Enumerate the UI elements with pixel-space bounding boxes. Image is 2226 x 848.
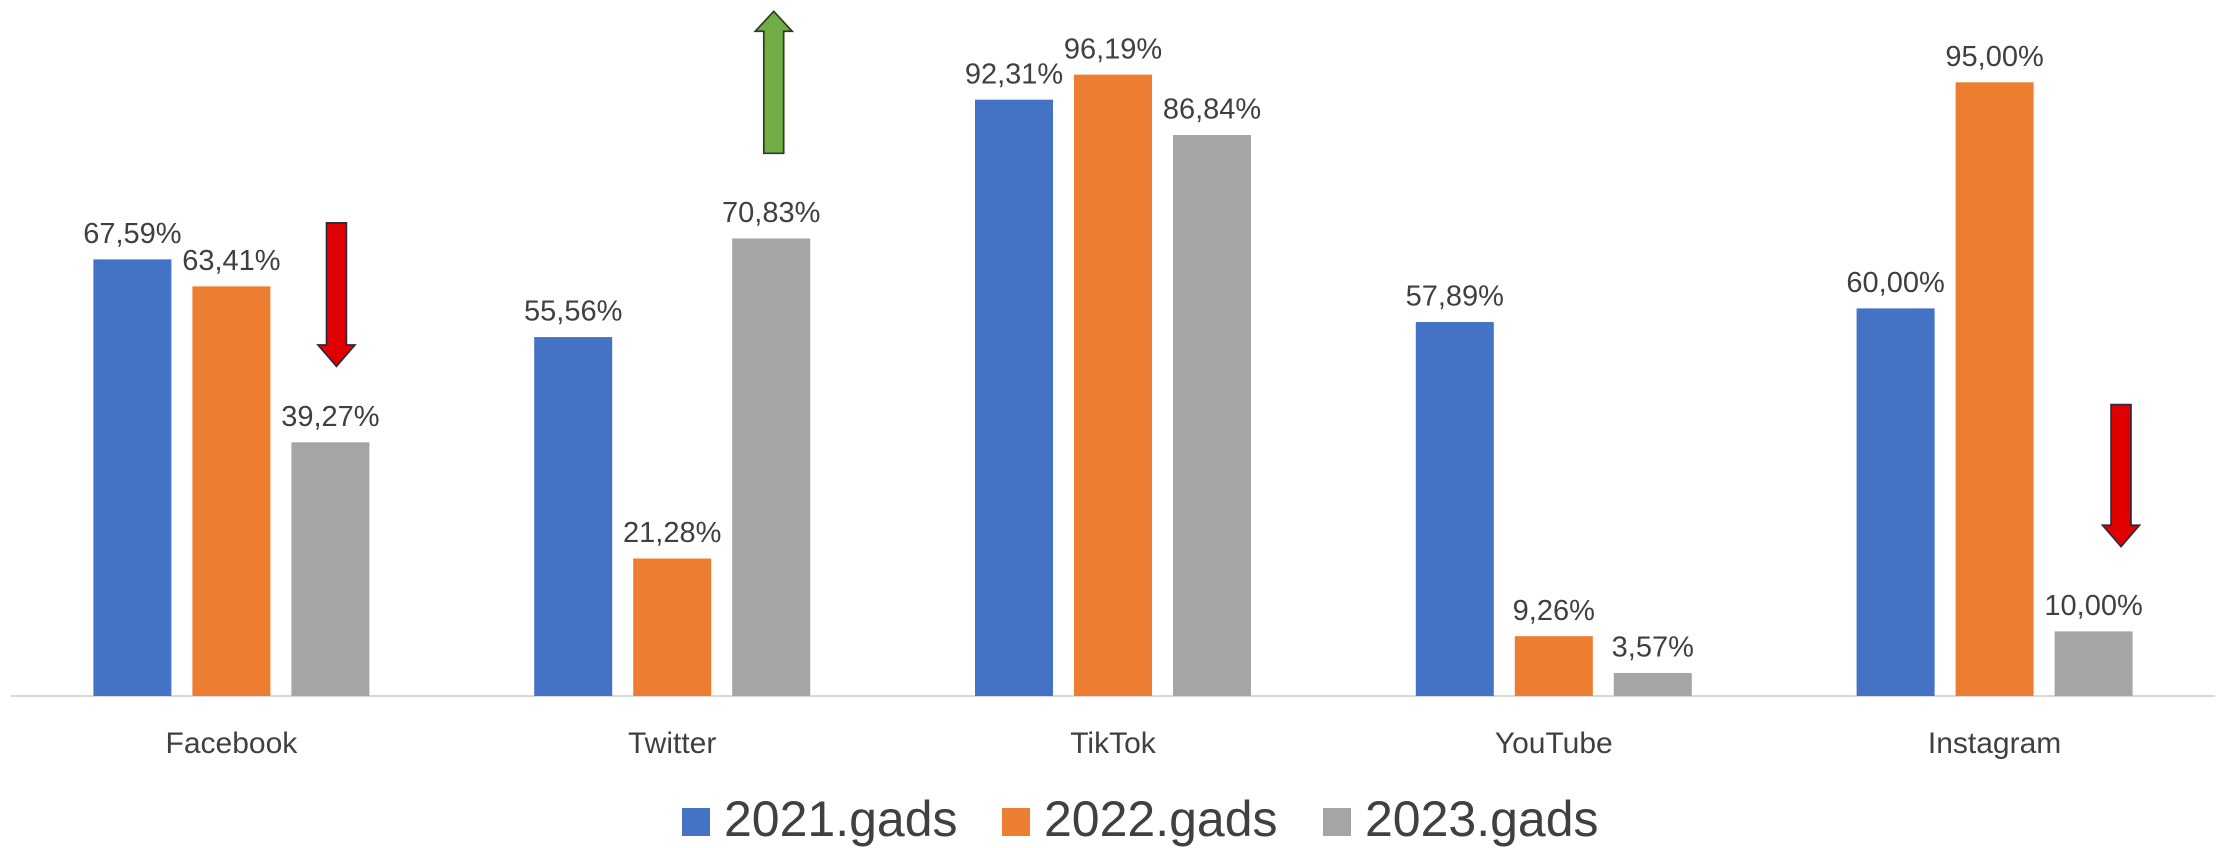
legend-label: 2022.gads bbox=[1044, 791, 1278, 847]
value-label: 21,28% bbox=[623, 517, 721, 549]
value-label: 39,27% bbox=[281, 401, 379, 433]
value-label: 10,00% bbox=[2044, 590, 2142, 622]
value-label: 55,56% bbox=[524, 296, 622, 328]
legend-swatch bbox=[682, 808, 710, 836]
bar bbox=[192, 286, 271, 696]
bar bbox=[534, 337, 613, 696]
bar bbox=[291, 442, 370, 696]
bar bbox=[1173, 135, 1251, 696]
value-label: 92,31% bbox=[965, 58, 1063, 90]
value-label: 95,00% bbox=[1945, 41, 2043, 73]
value-label: 96,19% bbox=[1064, 33, 1162, 65]
legend-label: 2023.gads bbox=[1365, 791, 1599, 847]
bar bbox=[633, 558, 712, 696]
value-label: 86,84% bbox=[1163, 94, 1261, 126]
annotation-arrows bbox=[316, 10, 2142, 548]
bar bbox=[1856, 308, 1935, 696]
legend-swatch bbox=[1002, 808, 1030, 836]
value-label: 60,00% bbox=[1846, 267, 1944, 299]
bar bbox=[1955, 82, 2034, 697]
bar bbox=[975, 99, 1053, 697]
x-tick-label: TikTok bbox=[1070, 727, 1157, 760]
x-tick-label: Twitter bbox=[628, 727, 716, 760]
x-tick-label: Facebook bbox=[166, 727, 299, 760]
value-label: 57,89% bbox=[1406, 281, 1504, 313]
value-label: 3,57% bbox=[1612, 632, 1694, 664]
value-label: 70,83% bbox=[722, 197, 820, 229]
up-arrow bbox=[753, 10, 795, 155]
value-label: 63,41% bbox=[182, 245, 280, 277]
value-label: 67,59% bbox=[83, 218, 181, 250]
bar bbox=[732, 238, 811, 696]
x-tick-label: Instagram bbox=[1928, 727, 2061, 760]
down-arrow bbox=[316, 222, 357, 368]
bar bbox=[1415, 322, 1494, 696]
value-label: 9,26% bbox=[1513, 595, 1595, 627]
bar bbox=[1613, 672, 1692, 696]
bar bbox=[1074, 74, 1152, 696]
down-arrow bbox=[2100, 403, 2142, 548]
bar bbox=[2054, 631, 2133, 696]
bar bbox=[93, 259, 172, 696]
x-tick-label: YouTube bbox=[1495, 727, 1613, 760]
bar bbox=[1514, 636, 1593, 696]
legend-label: 2021.gads bbox=[724, 791, 958, 847]
legend-swatch bbox=[1323, 808, 1351, 836]
